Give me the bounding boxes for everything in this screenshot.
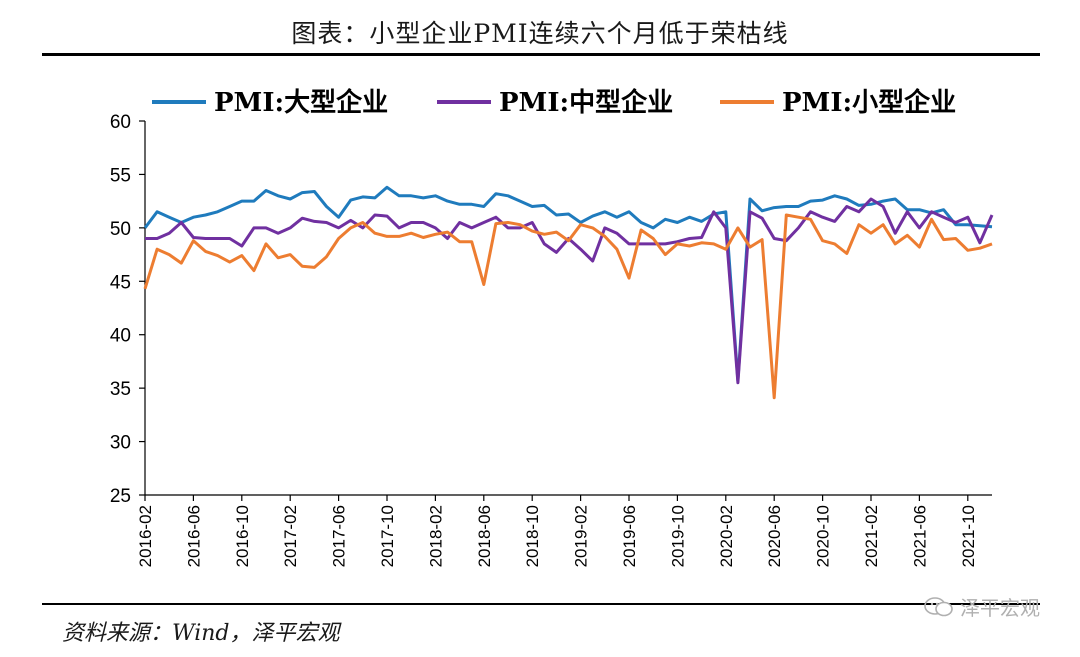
x-tick-label: 2019-02 (572, 505, 591, 567)
x-tick-label: 2020-10 (814, 505, 833, 567)
x-tick-label: 2017-02 (281, 505, 300, 567)
x-tick-label: 2021-10 (959, 505, 978, 567)
legend-label-3: PMI:小型企业 (782, 87, 956, 118)
y-tick-label: 50 (110, 219, 131, 240)
watermark: 泽平宏观 (924, 592, 1040, 621)
y-tick-label: 60 (110, 112, 131, 133)
y-tick-label: 25 (110, 486, 131, 507)
x-tick-label: 2017-06 (330, 505, 349, 567)
x-tick-label: 2016-10 (233, 505, 252, 567)
plot-area (143, 185, 994, 400)
y-tick-label: 40 (110, 326, 131, 347)
x-tick-label: 2018-10 (523, 505, 542, 567)
title-divider (42, 53, 1040, 56)
legend-label-2: PMI:中型企业 (499, 87, 673, 118)
series-line-1 (143, 185, 993, 383)
x-tick-label: 2021-02 (862, 505, 881, 567)
line-chart: PMI:大型企业 PMI:中型企业 PMI:小型企业 25 30 35 40 45 50 55 6… (110, 87, 994, 567)
series-line-2 (145, 197, 994, 385)
y-tick-label: 45 (110, 272, 131, 293)
y-axis: 25 30 35 40 45 50 55 60 (110, 112, 146, 507)
y-tick-label: 55 (110, 165, 131, 186)
watermark-text: 泽平宏观 (960, 596, 1040, 620)
x-tick-label: 2016-06 (184, 505, 203, 567)
x-tick-label: 2020-06 (765, 505, 784, 567)
page-title: 图表：小型企业PMI连续六个月低于荣枯线 (291, 19, 789, 48)
chart-legend: PMI:大型企业 PMI:中型企业 PMI:小型企业 (152, 87, 956, 118)
legend-label-1: PMI:大型企业 (214, 87, 388, 118)
x-tick-label: 2019-06 (620, 505, 639, 567)
y-tick-label: 35 (110, 379, 131, 400)
x-tick-label: 2017-10 (378, 505, 397, 567)
x-tick-label: 2019-10 (668, 505, 687, 567)
x-tick-label: 2018-02 (426, 505, 445, 567)
chat-bubble-icon (924, 596, 953, 616)
x-axis: 2016-02 2016-06 2016-10 2017-02 2017-06 2017-… (136, 494, 992, 567)
x-tick-label: 2016-02 (136, 505, 155, 567)
y-tick-label: 30 (110, 433, 131, 454)
source-note: 资料来源：Wind，泽平宏观 (62, 621, 340, 646)
x-tick-label: 2018-06 (475, 505, 494, 567)
footer-divider (42, 603, 1040, 605)
series-line-3 (143, 213, 993, 400)
x-tick-label: 2020-02 (717, 505, 736, 567)
x-tick-label: 2021-06 (910, 505, 929, 567)
